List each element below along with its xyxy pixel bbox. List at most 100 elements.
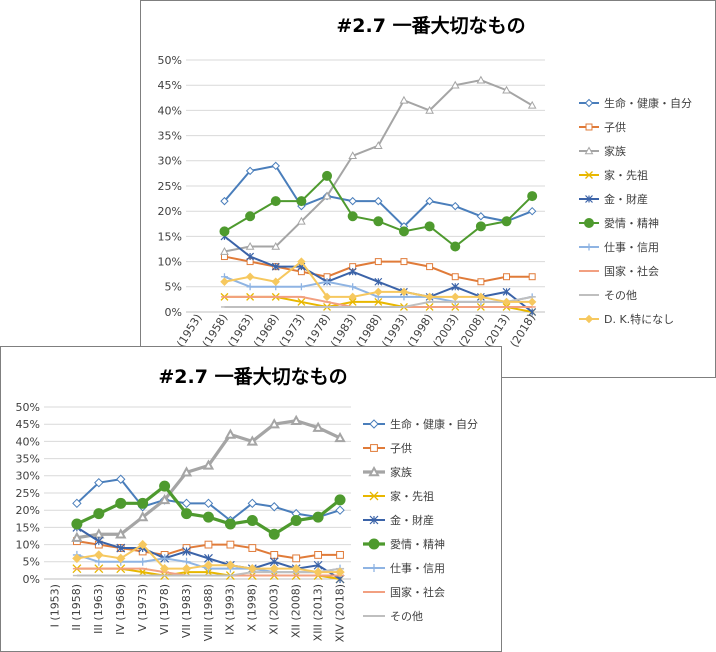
y-tick-label: 50%	[158, 54, 182, 67]
legend-item: 愛情・精神	[579, 216, 659, 230]
data-point	[425, 292, 434, 302]
data-point	[71, 518, 83, 530]
x-tick-label: V (1973)	[136, 584, 149, 632]
data-point	[527, 206, 537, 216]
x-axis: I (1953) II (1958) III (1963) IV (1968) V (1…	[48, 584, 346, 642]
legend-label: 家・先祖	[390, 489, 434, 503]
y-tick-label: 10%	[158, 255, 182, 268]
data-point	[220, 196, 229, 206]
y-tick-label: 45%	[16, 418, 40, 431]
y-tick-label: 20%	[16, 504, 40, 517]
data-point	[503, 273, 511, 281]
legend-item: 金・財産	[363, 513, 434, 527]
y-tick-label: 5%	[23, 556, 40, 569]
data-point	[270, 551, 279, 559]
y-tick-label: 0%	[23, 573, 40, 586]
data-point	[322, 170, 333, 181]
data-point	[476, 292, 486, 302]
y-tick-label: 35%	[16, 452, 40, 465]
data-point	[204, 540, 213, 549]
y-tick-label: 10%	[16, 538, 40, 551]
data-point	[247, 498, 258, 509]
y-tick-label: 25%	[16, 487, 40, 500]
data-point	[314, 551, 323, 559]
legend-marker	[584, 314, 594, 324]
y-tick-label: 30%	[158, 155, 182, 168]
data-point	[312, 511, 324, 523]
data-point	[424, 221, 435, 232]
data-point	[94, 536, 104, 546]
data-point	[116, 553, 126, 564]
y-tick-label: 15%	[16, 521, 40, 534]
legend-item: 金・財産	[579, 192, 648, 206]
gridlines	[186, 59, 545, 313]
data-point	[226, 540, 235, 549]
data-point	[348, 151, 358, 160]
data-point	[348, 196, 357, 206]
data-point	[450, 241, 461, 252]
data-point	[502, 287, 511, 296]
data-point	[502, 297, 511, 307]
data-point	[136, 511, 149, 522]
data-point	[269, 502, 279, 512]
legend-label: 家族	[604, 144, 626, 158]
legend-item: 国家・社会	[363, 585, 445, 599]
data-point	[335, 505, 345, 515]
data-point	[159, 480, 171, 492]
y-tick-label: 20%	[158, 205, 182, 218]
data-point	[527, 297, 537, 307]
data-point	[269, 563, 279, 574]
y-tick-label: 30%	[16, 470, 40, 483]
legend-label: 愛情・精神	[604, 216, 659, 230]
data-point	[246, 283, 254, 291]
data-point	[348, 292, 357, 302]
data-point	[116, 474, 126, 484]
y-tick-label: 5%	[165, 281, 182, 294]
series-3	[220, 75, 537, 255]
data-point	[137, 497, 149, 509]
series-6	[71, 480, 346, 540]
data-point	[247, 563, 258, 574]
data-point	[502, 85, 511, 94]
gridlines	[44, 406, 351, 580]
legend-marker	[368, 465, 380, 477]
data-point	[291, 563, 301, 574]
x-tick-label: I (1953)	[48, 584, 61, 627]
data-point	[312, 421, 324, 432]
legend-marker	[368, 538, 380, 550]
series-5	[72, 522, 345, 584]
line-chart-front: #2.7 一番大切なもの 0% 5% 10% 15% 20% 25% 30% 35% 40% 45%…	[16, 365, 478, 642]
data-point	[248, 544, 257, 552]
data-point	[398, 226, 409, 237]
data-point	[349, 283, 357, 291]
x-tick-label: III (1963)	[92, 584, 105, 634]
legend-item: D. K.特になし	[579, 312, 674, 326]
data-point	[425, 196, 434, 206]
legend-label: その他	[390, 610, 423, 623]
y-tick-label: 0%	[165, 306, 182, 319]
data-point	[138, 557, 147, 566]
legend-marker	[585, 123, 593, 131]
legend-marker	[584, 98, 594, 108]
data-point	[220, 246, 229, 255]
legend-item: 家・先祖	[579, 168, 648, 182]
legend-marker	[584, 218, 594, 228]
legend-label: 金・財産	[604, 192, 648, 206]
data-point	[297, 297, 306, 306]
data-point	[246, 252, 255, 261]
legend-marker	[584, 146, 594, 155]
x-tick-label: XII (2008)	[289, 584, 302, 638]
series-group	[219, 75, 538, 316]
legend-marker	[369, 491, 379, 501]
data-point	[268, 418, 280, 429]
legend-marker	[585, 243, 593, 251]
legend-label: 国家・社会	[604, 264, 659, 278]
data-point	[115, 528, 127, 539]
data-point	[158, 493, 171, 505]
data-point	[399, 287, 409, 297]
data-point	[374, 287, 383, 297]
chart-title: #2.7 一番大切なもの	[158, 365, 347, 388]
data-point	[181, 508, 193, 520]
legend-item: 家族	[579, 144, 626, 158]
data-point	[268, 528, 280, 540]
